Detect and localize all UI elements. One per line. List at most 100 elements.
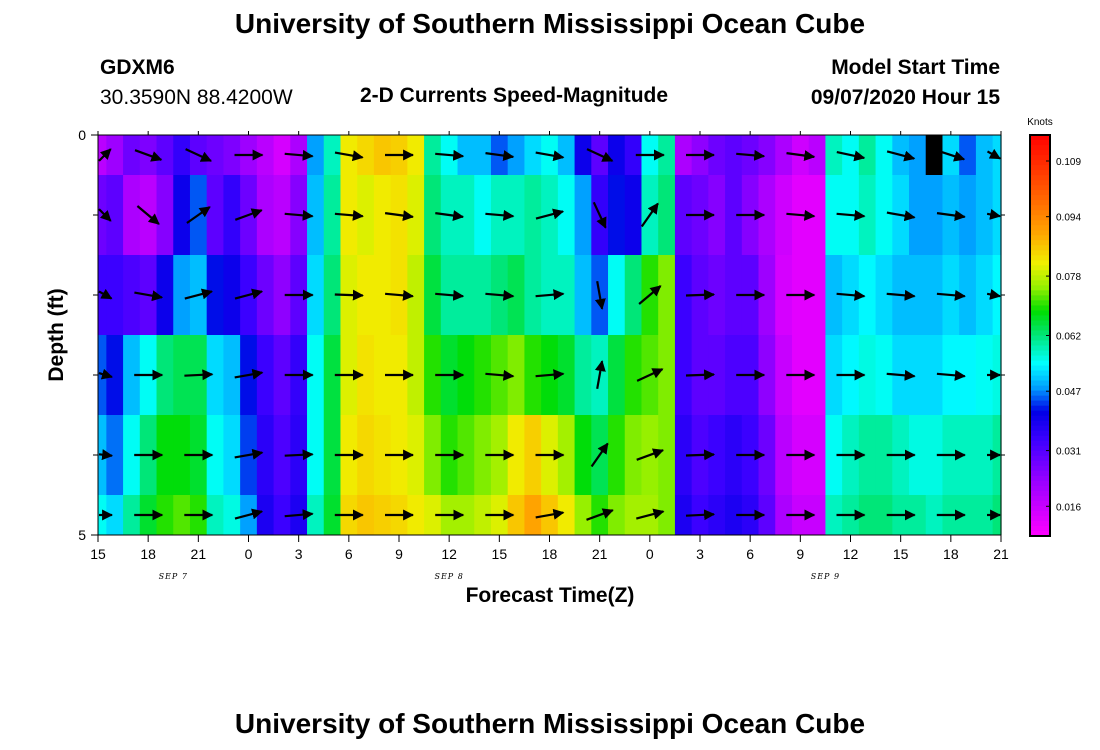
current-arrow <box>284 209 314 221</box>
colorbar-segment <box>1030 430 1050 437</box>
heatmap-cell <box>373 335 392 415</box>
colorbar-segment <box>1030 170 1050 176</box>
colorbar-tick-label: 0.016 <box>1056 502 1081 513</box>
heatmap-cell <box>323 495 342 535</box>
x-tick-label: 15 <box>893 546 909 562</box>
heatmap-cell <box>424 175 442 255</box>
x-tick-label: 15 <box>492 546 508 562</box>
heatmap-cell <box>307 335 325 415</box>
missing-data-cell <box>925 135 943 175</box>
colorbar-segment <box>1030 145 1050 151</box>
heatmap-cell <box>725 415 743 495</box>
heatmap-cell <box>758 135 776 175</box>
colorbar-segment <box>1030 365 1050 372</box>
current-arrow <box>234 208 263 221</box>
current-arrow <box>594 281 606 310</box>
current-arrow <box>886 210 916 222</box>
colorbar-tick-label: 0.062 <box>1056 332 1081 343</box>
heatmap-cell <box>825 135 843 175</box>
colorbar-segment <box>1030 370 1050 377</box>
heatmap-cell <box>206 415 225 495</box>
heatmap-cell <box>725 495 743 535</box>
heatmap-cell <box>975 495 994 535</box>
colorbar-segment <box>1030 460 1050 467</box>
colorbar-segment <box>1030 385 1050 392</box>
current-arrow <box>535 208 565 220</box>
current-arrow <box>384 210 414 222</box>
heatmap-cell <box>624 255 643 335</box>
heatmap-cell <box>858 335 877 415</box>
heatmap-cell <box>424 415 442 495</box>
colorbar-segment <box>1030 475 1050 482</box>
current-arrow <box>836 209 866 221</box>
colorbar-segment <box>1030 335 1050 342</box>
x-tick-label: 21 <box>191 546 207 562</box>
heatmap-cell <box>424 495 442 535</box>
heatmap-cell <box>106 335 124 415</box>
heatmap-cell <box>106 495 124 535</box>
date-label: SEP 9 <box>811 572 840 581</box>
heatmap-cell <box>156 335 174 415</box>
current-arrow <box>936 289 966 301</box>
heatmap-cell <box>925 255 944 335</box>
current-arrow <box>98 208 112 222</box>
colorbar-segment <box>1030 515 1050 522</box>
x-tick-label: 21 <box>592 546 608 562</box>
colorbar-segment <box>1030 215 1050 221</box>
colorbar-segment <box>1030 305 1050 312</box>
colorbar-segment <box>1030 440 1050 447</box>
heatmap-cell <box>825 415 843 495</box>
colorbar-segment <box>1030 340 1050 347</box>
colorbar-segment <box>1030 480 1050 487</box>
heatmap-cell <box>758 415 776 495</box>
current-arrow <box>134 290 164 302</box>
heatmap-cell <box>323 335 342 415</box>
heatmap-cell <box>524 135 542 175</box>
heatmap-cell <box>357 255 375 335</box>
heatmap-cell <box>574 255 592 335</box>
colorbar-segment <box>1030 245 1050 251</box>
heatmap-cell <box>574 135 592 175</box>
model-start-label: Model Start Time <box>831 56 1000 79</box>
heatmap-cell <box>156 255 174 335</box>
colorbar-segment <box>1030 520 1050 527</box>
colorbar-segment <box>1030 390 1050 397</box>
heatmap-cell <box>858 135 877 175</box>
x-tick-label: 12 <box>843 546 859 562</box>
colorbar-segment <box>1030 345 1050 352</box>
heatmap-cell <box>273 135 291 175</box>
heatmap-cell <box>156 415 174 495</box>
heatmap-cell <box>858 415 877 495</box>
colorbar-segment <box>1030 235 1050 241</box>
heatmap-cell <box>925 415 944 495</box>
heatmap-cell <box>357 135 375 175</box>
heatmap-cell <box>775 495 793 535</box>
heatmap-cell <box>674 135 693 175</box>
heatmap-cell <box>357 415 375 495</box>
colorbar-segment <box>1030 420 1050 427</box>
colorbar-segment <box>1030 415 1050 422</box>
heatmap-cell <box>507 335 526 415</box>
heatmap-cell <box>557 135 576 175</box>
current-arrow <box>786 209 816 221</box>
colorbar-segment <box>1030 355 1050 362</box>
colorbar-segment <box>1030 205 1050 211</box>
heatmap-cell <box>173 135 191 175</box>
current-arrow <box>98 449 114 461</box>
colorbar-segment <box>1030 360 1050 367</box>
x-tick-label: 6 <box>746 546 754 562</box>
heatmap-cell <box>959 335 977 415</box>
heatmap-cell <box>123 175 141 255</box>
heatmap-cell <box>123 335 141 415</box>
heatmap-cell <box>624 135 643 175</box>
heatmap-cell <box>557 415 576 495</box>
colorbar-segment <box>1030 270 1050 276</box>
heatmap-cell <box>256 495 275 535</box>
heatmap-cell <box>206 255 225 335</box>
heatmap-cell <box>507 175 526 255</box>
heatmap-cell <box>574 495 592 535</box>
current-arrow <box>284 449 314 461</box>
heatmap-cell <box>608 255 626 335</box>
station-coords: 30.3590N 88.4200W <box>100 86 293 109</box>
